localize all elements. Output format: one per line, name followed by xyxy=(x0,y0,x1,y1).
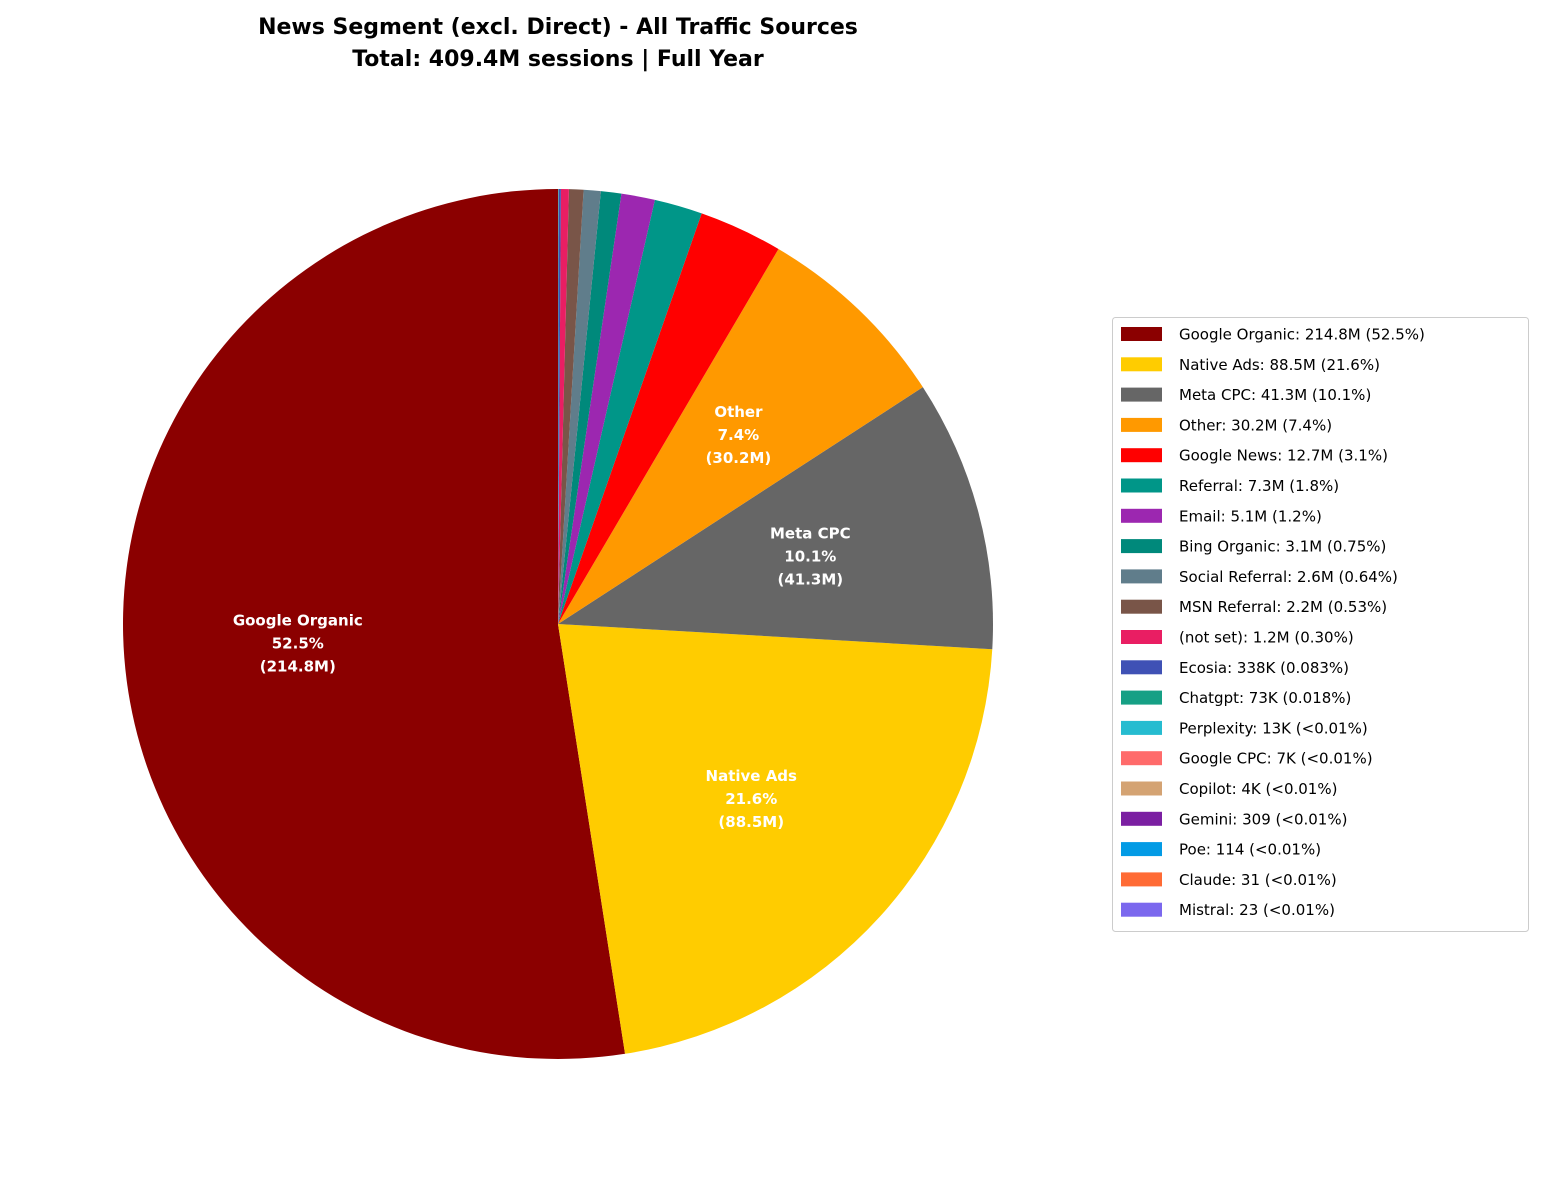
pie-slice xyxy=(558,624,993,1054)
legend-text: Referral: 7.3M (1.8%) xyxy=(1179,477,1339,495)
legend-text: Chatgpt: 73K (0.018%) xyxy=(1179,689,1351,707)
legend-swatch xyxy=(1121,327,1162,341)
slice-label: (41.3M) xyxy=(777,571,843,589)
slice-label: 52.5% xyxy=(272,635,324,653)
pie-slice xyxy=(558,189,584,624)
legend: Google Organic: 214.8M (52.5%) Native Ads… xyxy=(1112,317,1529,932)
legend-text: (not set): 1.2M (0.30%) xyxy=(1179,629,1354,647)
legend-swatch xyxy=(1121,630,1162,644)
pie-slice xyxy=(558,189,559,624)
slice-label: Native Ads xyxy=(706,767,798,785)
legend-swatch xyxy=(1121,811,1162,826)
legend-text: Native Ads: 88.5M (21.6%) xyxy=(1179,356,1380,374)
legend-text: Google CPC: 7K (<0.01%) xyxy=(1179,750,1373,768)
pie-slice xyxy=(558,249,923,625)
legend-swatch xyxy=(1121,417,1162,432)
chart-subtitle: Total: 409.4M sessions | Full Year xyxy=(352,47,764,72)
legend-swatch xyxy=(1121,569,1162,584)
legend-text: MSN Referral: 2.2M (0.53%) xyxy=(1179,598,1387,616)
pie-slice xyxy=(558,387,993,650)
slice-label: Other xyxy=(714,403,763,421)
slice-label: Meta CPC xyxy=(770,525,851,543)
legend-text: Meta CPC: 41.3M (10.1%) xyxy=(1179,386,1371,404)
slice-label: 21.6% xyxy=(725,790,777,808)
legend-swatch xyxy=(1121,720,1162,735)
legend-text: Google News: 12.7M (3.1%) xyxy=(1179,447,1388,465)
pie-slice xyxy=(558,213,779,624)
legend-swatch xyxy=(1121,660,1162,675)
legend-swatch xyxy=(1121,751,1162,766)
legend-text: Poe: 114 (<0.01%) xyxy=(1179,841,1321,859)
legend-text: Gemini: 309 (<0.01%) xyxy=(1179,810,1347,828)
legend-text: Mistral: 23 (<0.01%) xyxy=(1179,901,1335,919)
legend-swatch xyxy=(1121,508,1162,523)
pie-slice xyxy=(123,189,626,1059)
legend-text: Other: 30.2M (7.4%) xyxy=(1179,416,1332,434)
slice-label: 10.1% xyxy=(784,548,836,566)
pie-slice xyxy=(558,191,622,624)
legend-text: Copilot: 4K (<0.01%) xyxy=(1179,780,1337,798)
pie-slice xyxy=(558,199,702,624)
chart-title: News Segment (excl. Direct) - All Traffi… xyxy=(258,15,858,40)
legend-text: Bing Organic: 3.1M (0.75%) xyxy=(1179,538,1386,556)
legend-swatch xyxy=(1121,448,1162,463)
legend-swatch xyxy=(1121,478,1162,493)
legend-swatch xyxy=(1121,842,1162,857)
legend-swatch xyxy=(1121,387,1162,402)
pie-slice xyxy=(558,193,655,624)
legend-swatch xyxy=(1121,690,1162,705)
slice-label: (88.5M) xyxy=(718,813,784,831)
legend-text: Google Organic: 214.8M (52.5%) xyxy=(1179,326,1425,344)
legend-swatch xyxy=(1121,539,1162,554)
legend-text: Perplexity: 13K (<0.01%) xyxy=(1179,719,1368,737)
legend-swatch xyxy=(1121,872,1162,887)
legend-text: Social Referral: 2.6M (0.64%) xyxy=(1179,568,1398,586)
pie-slice xyxy=(558,189,561,624)
legend-swatch xyxy=(1121,781,1162,796)
legend-text: Ecosia: 338K (0.083%) xyxy=(1179,659,1349,677)
legend-text: Email: 5.1M (1.2%) xyxy=(1179,507,1322,525)
slice-label: (214.8M) xyxy=(260,658,336,676)
legend-swatch xyxy=(1121,599,1162,614)
legend-text: Claude: 31 (<0.01%) xyxy=(1179,871,1337,889)
legend-swatch xyxy=(1121,357,1162,372)
legend-box xyxy=(1112,317,1529,932)
slice-label: 7.4% xyxy=(718,426,760,444)
legend-swatch xyxy=(1121,902,1162,917)
slice-label: (30.2M) xyxy=(706,449,772,467)
slice-label: Google Organic xyxy=(233,612,363,630)
pie-slice xyxy=(558,189,569,625)
pie-slice xyxy=(558,189,601,624)
